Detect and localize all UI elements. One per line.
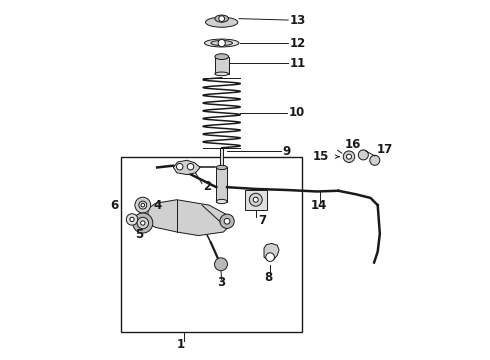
Text: 17: 17 — [377, 143, 393, 156]
Bar — [245, 190, 267, 210]
Circle shape — [346, 154, 351, 159]
Circle shape — [176, 163, 183, 170]
Ellipse shape — [211, 41, 232, 45]
Circle shape — [141, 221, 145, 225]
Polygon shape — [173, 160, 200, 175]
Circle shape — [133, 213, 153, 233]
Circle shape — [126, 214, 138, 225]
Circle shape — [219, 16, 224, 22]
Circle shape — [135, 197, 151, 213]
Ellipse shape — [215, 15, 228, 22]
Circle shape — [141, 203, 145, 207]
Ellipse shape — [216, 165, 227, 170]
Text: 8: 8 — [265, 271, 273, 284]
Bar — [216, 167, 227, 202]
Ellipse shape — [205, 17, 238, 27]
Ellipse shape — [215, 54, 228, 59]
Text: 14: 14 — [311, 199, 327, 212]
Ellipse shape — [215, 72, 228, 76]
Bar — [220, 148, 223, 167]
Text: 5: 5 — [135, 228, 144, 241]
Polygon shape — [264, 243, 279, 261]
Circle shape — [253, 197, 258, 202]
Ellipse shape — [204, 39, 239, 47]
Circle shape — [370, 155, 380, 165]
Text: 2: 2 — [203, 180, 211, 193]
Circle shape — [139, 201, 147, 209]
Text: 13: 13 — [290, 14, 306, 27]
Text: 3: 3 — [218, 276, 225, 289]
Circle shape — [224, 219, 230, 224]
Text: 12: 12 — [290, 36, 306, 50]
Bar — [215, 57, 228, 74]
Circle shape — [358, 150, 368, 160]
Text: 10: 10 — [289, 106, 305, 119]
Bar — [122, 157, 302, 332]
Ellipse shape — [216, 199, 227, 204]
Circle shape — [215, 258, 227, 271]
Circle shape — [249, 193, 262, 206]
Circle shape — [220, 214, 234, 228]
Text: 4: 4 — [153, 199, 162, 212]
Text: 16: 16 — [344, 138, 361, 150]
Circle shape — [343, 151, 355, 162]
Circle shape — [218, 40, 225, 46]
Text: 15: 15 — [313, 150, 329, 163]
Text: 7: 7 — [259, 214, 267, 227]
Circle shape — [266, 253, 274, 261]
Circle shape — [130, 217, 134, 222]
Text: 1: 1 — [177, 338, 185, 351]
Circle shape — [137, 217, 148, 229]
Text: 11: 11 — [290, 57, 306, 70]
Text: 9: 9 — [283, 145, 291, 158]
Polygon shape — [147, 200, 231, 235]
Text: 6: 6 — [111, 199, 119, 212]
Circle shape — [187, 163, 194, 170]
